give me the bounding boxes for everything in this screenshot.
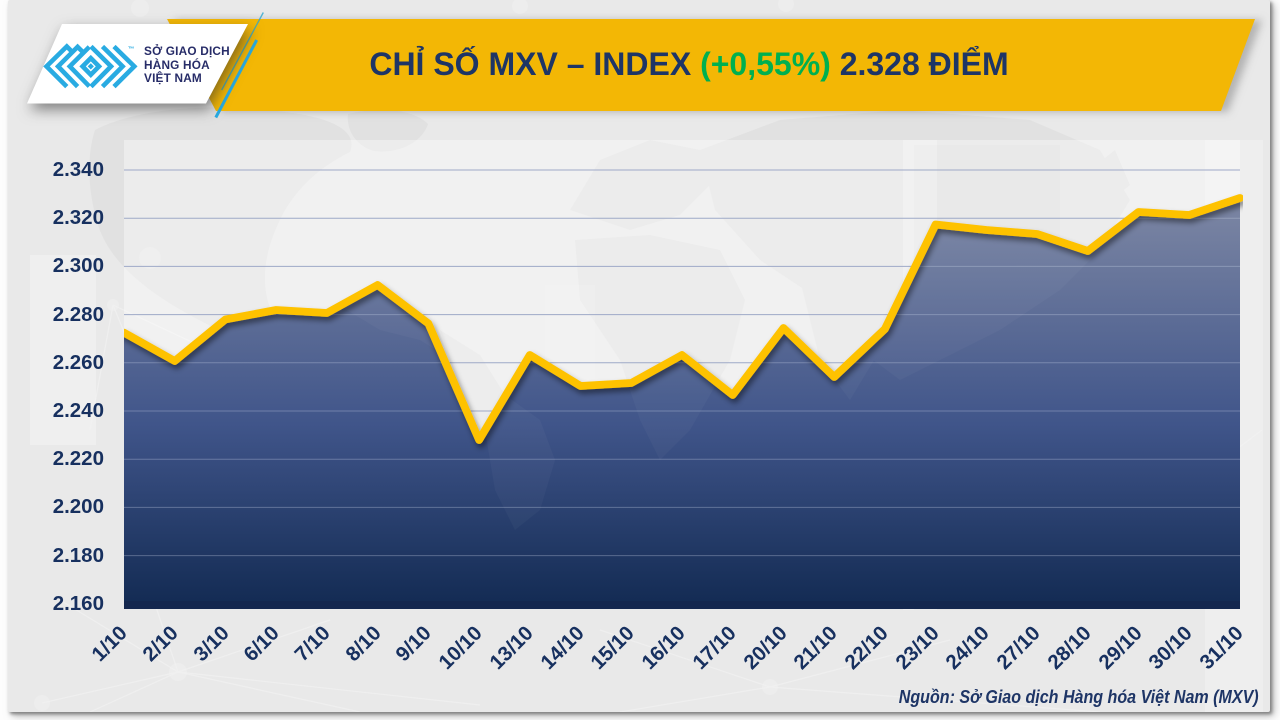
svg-text:™: ™ — [128, 46, 135, 53]
